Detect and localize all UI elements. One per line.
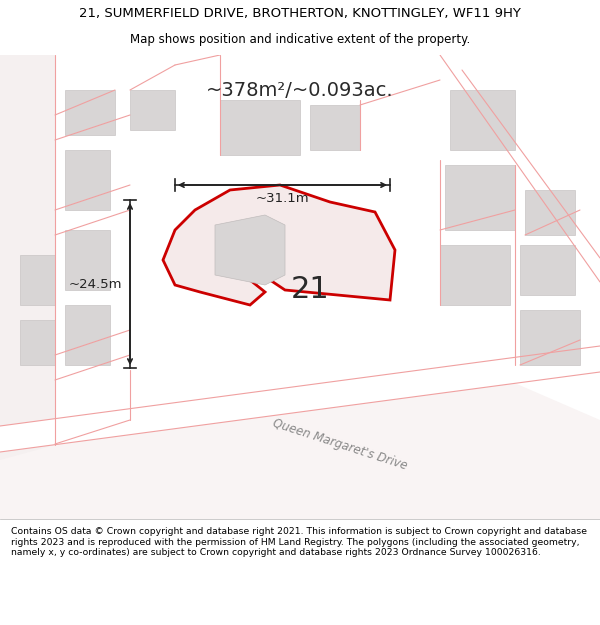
Text: ~378m²/~0.093ac.: ~378m²/~0.093ac. — [206, 81, 394, 99]
Polygon shape — [0, 368, 600, 520]
Polygon shape — [525, 190, 575, 235]
Polygon shape — [65, 150, 110, 210]
Polygon shape — [520, 245, 575, 295]
Polygon shape — [130, 90, 175, 130]
Polygon shape — [215, 215, 285, 285]
Polygon shape — [20, 320, 55, 365]
Polygon shape — [220, 100, 300, 155]
Text: 21, SUMMERFIELD DRIVE, BROTHERTON, KNOTTINGLEY, WF11 9HY: 21, SUMMERFIELD DRIVE, BROTHERTON, KNOTT… — [79, 8, 521, 20]
Polygon shape — [445, 165, 515, 230]
Polygon shape — [520, 310, 580, 365]
Polygon shape — [440, 245, 510, 305]
Text: ~31.1m: ~31.1m — [256, 192, 310, 206]
Text: 21: 21 — [290, 276, 329, 304]
Polygon shape — [450, 90, 515, 150]
Text: Contains OS data © Crown copyright and database right 2021. This information is : Contains OS data © Crown copyright and d… — [11, 528, 587, 557]
Text: Queen Margaret's Drive: Queen Margaret's Drive — [271, 417, 409, 473]
Polygon shape — [310, 105, 360, 150]
Polygon shape — [0, 55, 55, 460]
Polygon shape — [440, 55, 600, 282]
Polygon shape — [0, 346, 600, 452]
Text: ~24.5m: ~24.5m — [68, 278, 122, 291]
Polygon shape — [163, 185, 395, 305]
Polygon shape — [65, 305, 110, 365]
Polygon shape — [65, 230, 110, 290]
Polygon shape — [65, 90, 115, 135]
Polygon shape — [20, 255, 55, 305]
Text: Map shows position and indicative extent of the property.: Map shows position and indicative extent… — [130, 33, 470, 46]
